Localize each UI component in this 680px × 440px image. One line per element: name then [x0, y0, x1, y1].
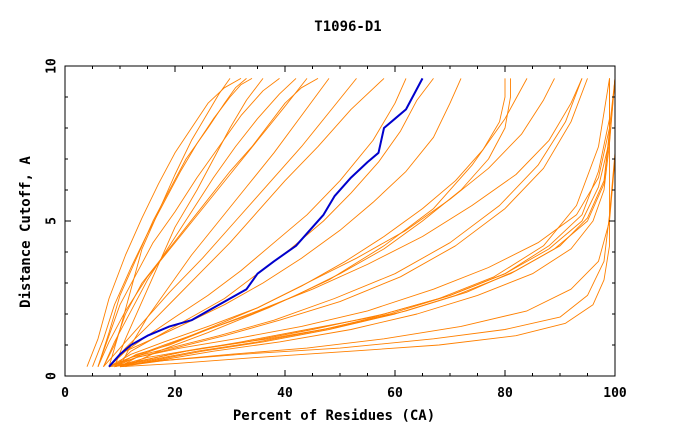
axis-layer: 0 20 40 60 80 100 0 5 10 [45, 58, 627, 401]
highlighted-series-line [108, 77, 424, 368]
series-line-15 [114, 78, 511, 368]
plot-frame [64, 65, 616, 377]
series-line-9 [97, 78, 280, 367]
series-line-31 [103, 78, 357, 367]
x-tick-label: 20 [167, 386, 183, 401]
series-line-21 [114, 78, 610, 368]
series-line-12 [114, 78, 434, 368]
x-tick-label: 100 [603, 386, 627, 401]
y-tick-label: 0 [45, 372, 60, 380]
series-line-7 [103, 78, 297, 367]
x-tick-label: 40 [277, 386, 293, 401]
series-line-29 [108, 78, 616, 368]
series-line-5 [86, 78, 242, 367]
x-tick-label: 80 [497, 386, 513, 401]
series-line-13 [108, 78, 462, 368]
y-tick-label: 5 [45, 217, 60, 225]
series-line-3 [97, 78, 247, 367]
series-line-2 [92, 78, 253, 367]
y-tick-label: 10 [45, 58, 60, 74]
x-tick-label: 0 [61, 386, 69, 401]
series-line-16 [108, 78, 555, 368]
series-line-30 [125, 78, 528, 368]
x-axis-label: Percent of Residues (CA) [233, 408, 435, 424]
series-line-24 [114, 78, 616, 368]
series-line-23 [108, 78, 616, 368]
chart-title: T1096-D1 [314, 19, 381, 35]
series-line-32 [97, 78, 308, 367]
y-axis-label: Distance Cutoff, A [18, 156, 34, 308]
series-line-20 [114, 78, 610, 368]
series-layer [86, 77, 616, 368]
series-line-6 [114, 78, 264, 367]
series-line-27 [119, 78, 616, 368]
series-line-1 [103, 78, 319, 367]
series-line-28 [119, 78, 610, 368]
series-line-4 [108, 78, 231, 367]
series-line-18 [114, 78, 588, 368]
series-line-26 [114, 78, 610, 368]
series-line-25 [119, 78, 616, 368]
series-line-8 [119, 78, 330, 367]
series-line-10 [108, 78, 385, 367]
series-line-17 [108, 78, 583, 368]
series-line-22 [119, 78, 610, 368]
x-tick-label: 60 [387, 386, 403, 401]
